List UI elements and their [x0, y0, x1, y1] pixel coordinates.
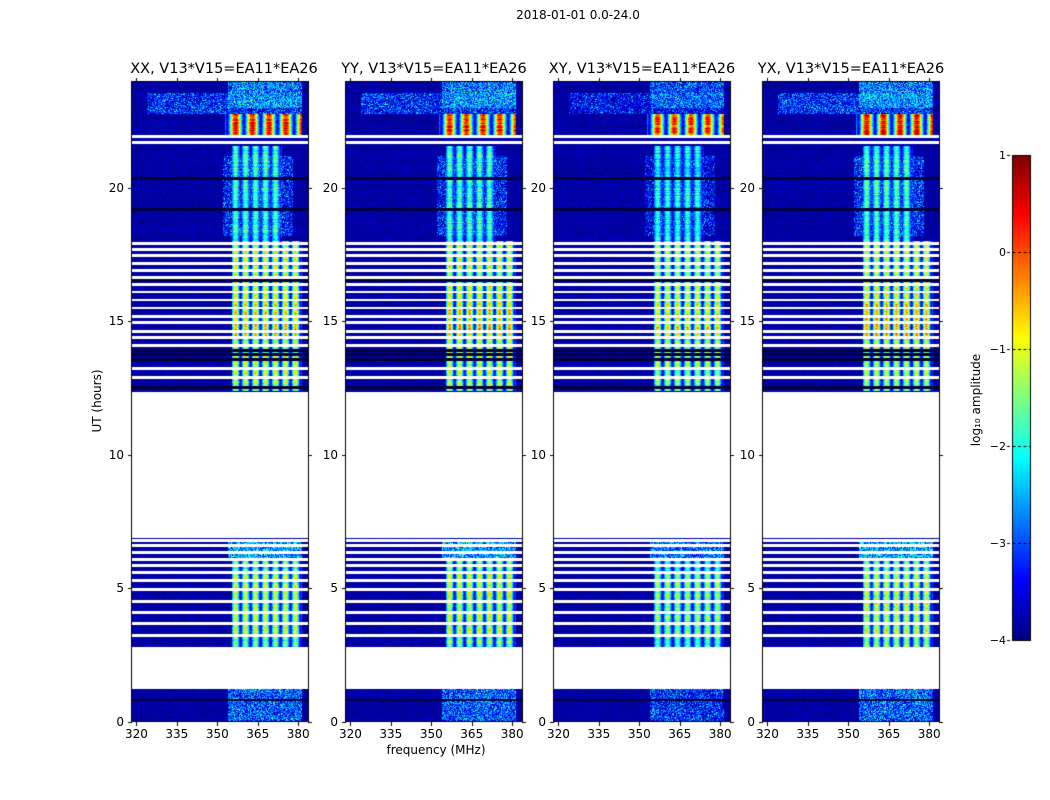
x-tick-label: 380: [917, 727, 941, 741]
y-tick-label: 0: [538, 715, 546, 729]
x-axis-label: frequency (MHz): [386, 743, 486, 757]
x-tick-label: 350: [205, 727, 229, 741]
y-tick-label: 10: [530, 447, 546, 462]
x-tick-label: 320: [124, 727, 148, 741]
x-tick-label: 350: [419, 727, 443, 741]
y-tick-label: 5: [116, 581, 124, 596]
x-tick-label: 335: [587, 727, 611, 741]
x-tick-label: 350: [836, 727, 860, 741]
y-tick-label: 0: [116, 715, 124, 729]
y-tick-label: 20: [322, 180, 338, 195]
x-tick-label: 320: [755, 727, 779, 741]
panel-title-xx: XX, V13*V15=EA11*EA26: [130, 61, 318, 77]
colorbar-tick-label: −3: [989, 537, 1006, 550]
x-tick-label: 380: [500, 727, 524, 741]
figure-suptitle: 2018-01-01 0.0-24.0: [516, 8, 640, 22]
x-tick-label: 380: [708, 727, 732, 741]
y-tick-label: 15: [530, 314, 546, 329]
y-tick-label: 15: [322, 314, 338, 329]
x-tick-label: 365: [877, 727, 901, 741]
x-tick-label: 335: [796, 727, 820, 741]
colorbar-tick-label: −4: [989, 634, 1006, 647]
x-tick-label: 365: [246, 727, 270, 741]
y-tick-label: 10: [108, 447, 124, 462]
colorbar-tick-label: −2: [989, 440, 1006, 453]
x-tick-label: 365: [668, 727, 692, 741]
x-tick-label: 320: [546, 727, 570, 741]
y-tick-label: 20: [739, 180, 755, 195]
y-tick-label: 5: [538, 581, 546, 596]
y-tick-label: 15: [739, 314, 755, 329]
x-tick-label: 380: [286, 727, 310, 741]
x-tick-label: 350: [627, 727, 651, 741]
y-tick-label: 10: [322, 447, 338, 462]
y-axis-label: UT (hours): [90, 369, 104, 433]
y-tick-label: 20: [530, 180, 546, 195]
y-tick-label: 0: [330, 715, 338, 729]
y-tick-label: 5: [330, 581, 338, 596]
y-tick-label: 0: [747, 715, 755, 729]
x-tick-label: 320: [338, 727, 362, 741]
panel-title-xy: XY, V13*V15=EA11*EA26: [548, 61, 736, 77]
y-tick-label: 10: [739, 447, 755, 462]
y-tick-label: 20: [108, 180, 124, 195]
y-tick-label: 15: [108, 314, 124, 329]
panel-title-yx: YX, V13*V15=EA11*EA26: [757, 61, 945, 77]
colorbar-tick-label: 0: [999, 246, 1006, 259]
x-tick-label: 365: [460, 727, 484, 741]
colorbar-tick-label: −1: [989, 343, 1006, 356]
x-tick-label: 335: [165, 727, 189, 741]
panel-title-yy: YY, V13*V15=EA11*EA26: [341, 61, 527, 77]
x-tick-label: 335: [379, 727, 403, 741]
colorbar-tick-label: 1: [999, 149, 1006, 162]
y-tick-label: 5: [747, 581, 755, 596]
